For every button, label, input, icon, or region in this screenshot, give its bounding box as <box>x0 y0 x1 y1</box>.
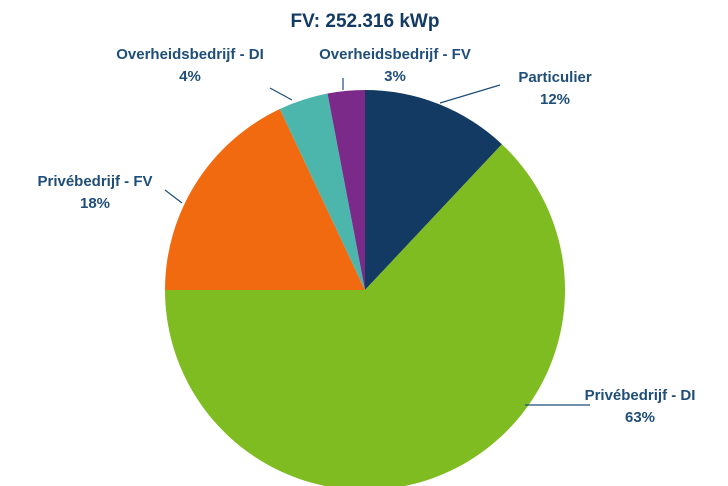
pie-slice <box>165 144 565 486</box>
slice-label: Overheidsbedrijf - FV <box>319 46 471 63</box>
slice-label: Privébedrijf - FV <box>37 173 152 190</box>
slice-value-label: 63% <box>625 409 655 426</box>
chart-title: FV: 252.316 kWp <box>291 11 440 32</box>
pie-slice <box>279 93 365 291</box>
slice-label: Particulier <box>518 69 592 86</box>
leader-line <box>439 84 501 104</box>
pie-slice <box>327 90 365 290</box>
leader-line <box>269 87 293 101</box>
pie-slice <box>165 109 365 290</box>
slice-value-label: 4% <box>179 68 201 85</box>
leader-line <box>164 189 183 204</box>
pie-slice <box>365 90 502 290</box>
slice-label: Overheidsbedrijf - DI <box>116 46 264 63</box>
slice-value-label: 18% <box>80 195 110 212</box>
slice-value-label: 12% <box>540 91 570 108</box>
slice-value-label: 3% <box>384 68 406 85</box>
slice-label: Privébedrijf - DI <box>585 387 696 404</box>
